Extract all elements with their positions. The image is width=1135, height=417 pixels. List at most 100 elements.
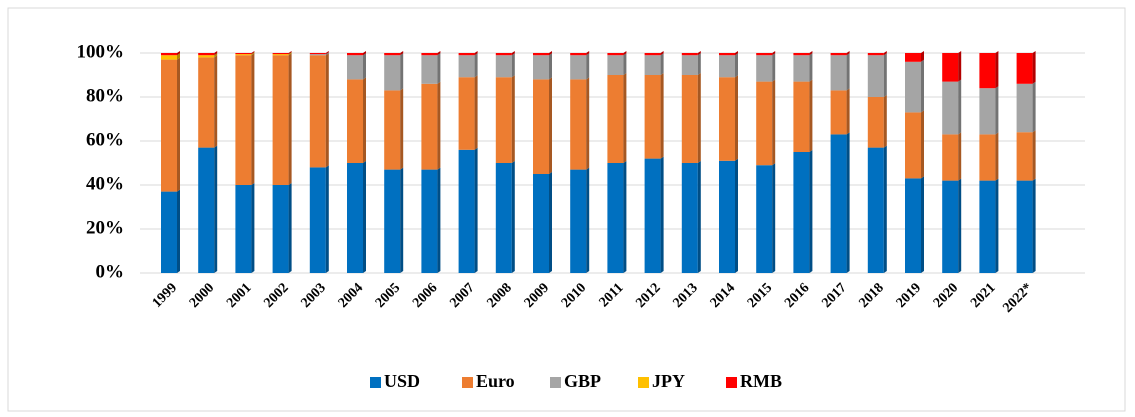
- bar-segment: [421, 53, 441, 84]
- bar: [607, 55, 624, 75]
- bar-side: [363, 53, 366, 80]
- y-tick-label: 20%: [86, 217, 124, 238]
- bar: [681, 55, 698, 75]
- bar-side: [1032, 178, 1036, 273]
- bar: [421, 83, 438, 170]
- bar: [1016, 53, 1033, 84]
- bar: [793, 53, 810, 56]
- bar: [347, 163, 363, 273]
- bar: [793, 55, 810, 82]
- bar-segment: [905, 110, 924, 179]
- bar-side: [288, 53, 292, 186]
- bar-segment: [719, 51, 738, 56]
- bar: [905, 61, 921, 113]
- bar-side: [214, 55, 218, 148]
- bar-side: [363, 161, 366, 273]
- bar-segment: [309, 53, 329, 168]
- bar-segment: [979, 178, 999, 273]
- bar-side: [549, 51, 552, 56]
- bar-segment: [942, 79, 962, 135]
- bar: [756, 165, 773, 273]
- bar: [533, 174, 549, 273]
- bar-segment: [719, 53, 738, 78]
- bar-side: [958, 79, 962, 135]
- bar-side: [883, 53, 887, 97]
- bar: [905, 112, 921, 179]
- bar: [533, 79, 549, 174]
- bar: [570, 53, 587, 56]
- bar-side: [511, 75, 515, 163]
- bar-side: [363, 77, 366, 163]
- bar-side: [400, 88, 404, 170]
- bar: [905, 178, 921, 273]
- chart-frame: [7, 7, 1126, 412]
- bar-side: [251, 53, 255, 186]
- bar: [570, 169, 587, 273]
- bar: [161, 55, 177, 60]
- bar-side: [214, 53, 218, 58]
- bar-segment: [905, 176, 924, 273]
- bar-segment: [1016, 178, 1036, 273]
- bar-side: [251, 52, 255, 56]
- bar-side: [363, 51, 366, 56]
- bar-segment: [570, 77, 590, 170]
- bar-side: [846, 132, 850, 273]
- bar: [495, 77, 512, 163]
- bar-segment: [793, 51, 813, 56]
- bar-segment: [681, 51, 701, 56]
- bar-side: [883, 51, 887, 56]
- bar-segment: [830, 51, 850, 56]
- bar: [347, 53, 363, 56]
- bar-segment: [867, 53, 887, 97]
- bar: [198, 55, 215, 58]
- bar-side: [809, 53, 813, 82]
- bar-segment: [458, 51, 478, 56]
- bar-segment: [830, 132, 850, 273]
- bar-segment: [161, 51, 180, 56]
- legend-swatch: [462, 377, 473, 388]
- bar-segment: [458, 53, 478, 78]
- y-tick-label: 0%: [96, 261, 125, 282]
- bar-segment: [942, 51, 962, 82]
- bar-segment: [272, 183, 292, 273]
- bar-segment: [347, 161, 366, 273]
- bar-segment: [198, 55, 218, 148]
- bar: [867, 53, 884, 56]
- bar-side: [772, 51, 776, 56]
- bar: [719, 55, 735, 78]
- bar-segment: [570, 167, 590, 273]
- bar-side: [586, 51, 590, 56]
- bar-side: [772, 53, 776, 82]
- bar-side: [623, 53, 627, 75]
- bar-segment: [867, 145, 887, 273]
- bar-segment: [235, 52, 255, 56]
- bar-segment: [793, 53, 813, 82]
- bar: [607, 163, 624, 273]
- bar-segment: [347, 53, 366, 80]
- bar: [235, 55, 252, 186]
- bar-segment: [458, 75, 478, 150]
- bar-segment: [458, 147, 478, 273]
- bar: [719, 53, 735, 56]
- bar-side: [995, 178, 999, 273]
- bar: [272, 54, 289, 56]
- bar-segment: [272, 52, 292, 56]
- bar-segment: [309, 52, 329, 56]
- bar-segment: [421, 167, 441, 273]
- y-tick-label: 60%: [86, 129, 124, 150]
- bar-segment: [942, 178, 962, 273]
- bar-side: [995, 86, 999, 135]
- bar-segment: [384, 53, 404, 91]
- bar-segment: [644, 156, 664, 273]
- bar-side: [474, 53, 478, 78]
- bar: [830, 55, 847, 91]
- bar-side: [437, 53, 441, 84]
- bar-side: [772, 163, 776, 273]
- bar-segment: [570, 53, 590, 80]
- bar-segment: [719, 75, 738, 161]
- bar-segment: [198, 145, 218, 273]
- bar-side: [697, 73, 701, 163]
- bar-side: [177, 53, 180, 60]
- bar-segment: [533, 77, 552, 174]
- bar-segment: [495, 75, 515, 163]
